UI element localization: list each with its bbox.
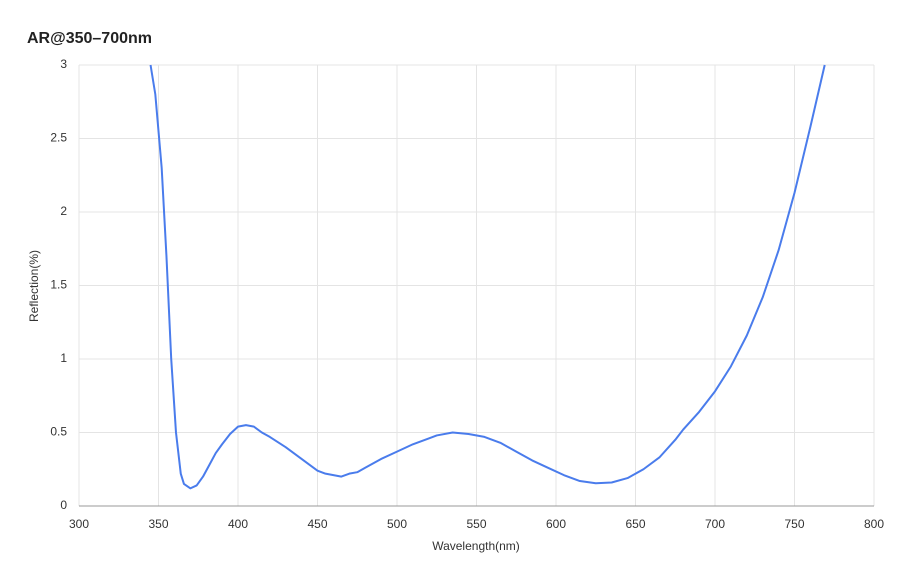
- x-tick-label: 800: [864, 517, 884, 531]
- x-tick-label: 700: [705, 517, 725, 531]
- y-axis-label: Reflection(%): [27, 250, 41, 322]
- x-axis-label: Wavelength(nm): [432, 539, 520, 553]
- x-tick-label: 600: [546, 517, 566, 531]
- x-tick-label: 450: [307, 517, 327, 531]
- x-tick-label: 550: [466, 517, 486, 531]
- x-tick-label: 650: [625, 517, 645, 531]
- data-line: [149, 64, 826, 490]
- y-tick-label: 2: [60, 204, 67, 218]
- x-tick-label: 300: [69, 517, 89, 531]
- y-tick-label: 3: [60, 57, 67, 71]
- x-tick-label: 750: [784, 517, 804, 531]
- y-tick-label: 2.5: [50, 131, 67, 145]
- y-tick-label: 1: [60, 351, 67, 365]
- y-tick-label: 1.5: [50, 278, 67, 292]
- x-tick-label: 500: [387, 517, 407, 531]
- x-tick-label: 400: [228, 517, 248, 531]
- y-tick-label: 0: [60, 498, 67, 512]
- x-tick-label: 350: [148, 517, 168, 531]
- y-tick-label: 0.5: [50, 425, 67, 439]
- chart-title: AR@350–700nm: [27, 30, 152, 47]
